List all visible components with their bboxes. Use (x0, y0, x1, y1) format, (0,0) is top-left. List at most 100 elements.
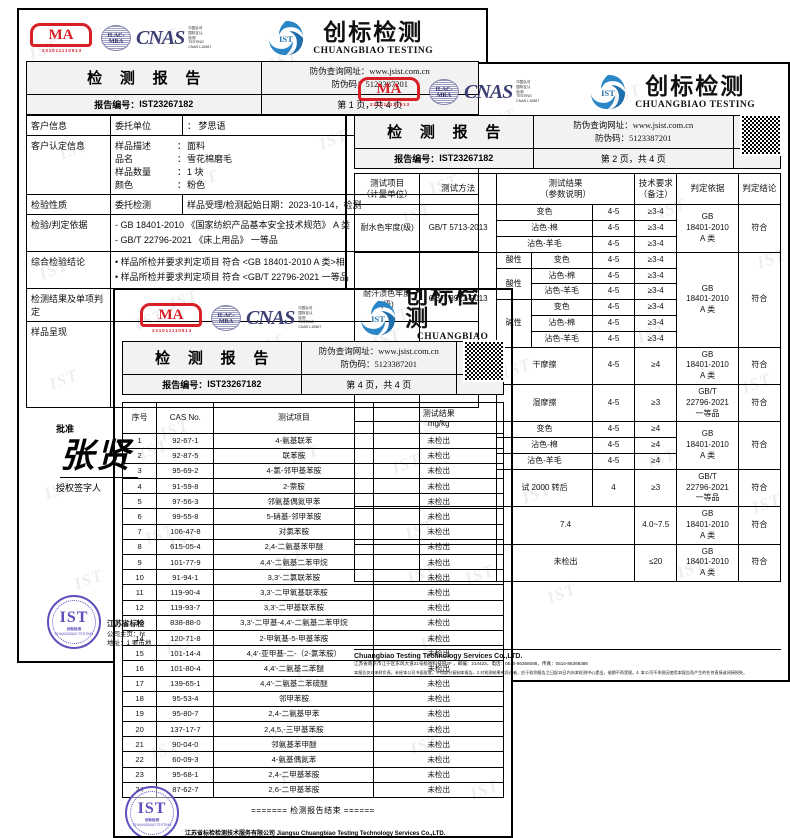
cell-requirement: ≤20 (634, 543, 678, 582)
qr-code-icon[interactable] (740, 114, 782, 156)
cell-result: 未检出 (373, 508, 504, 525)
kv-key: 品名 (115, 153, 134, 164)
cell-test-method: GB/T 3922-2013 (419, 251, 497, 348)
doc2-page-indicator: 第 2 页，共 4 页 (534, 148, 734, 168)
cell-param: 变色 (530, 299, 593, 317)
cell-item: 3,3'-二甲基联苯胺 (213, 599, 375, 616)
cell-result: 未检出 (373, 493, 504, 510)
table-row: 沾色-羊毛 4-5 ≥3-4 (355, 236, 781, 253)
cnas-logo-text: CNAS (246, 306, 295, 329)
accreditation-logo-bar: MA 231011110913 ILAC-MRA CNAS 中国认可 国际互认 … (26, 15, 479, 61)
cell-no: 22 (121, 751, 158, 768)
table-header-row: 序号 CAS No. 测试项目 测试结果 mg/kg (121, 401, 504, 434)
doc3-report-number-value: IST23267182 (207, 379, 262, 389)
kv-key: 样品数量 (115, 166, 152, 177)
brand-name-cn: 创标检测 (645, 73, 746, 99)
doc3-seal-block: IST 创标检测 CHUANGBIAO TESTING 江苏省标检检测技术服务有… (125, 786, 446, 837)
col-header-test-item: 测试项目 （计量单位） (353, 172, 421, 206)
cell-no: 9 (121, 553, 158, 571)
col-header-verdict: 判定结论 (737, 172, 782, 206)
cell-result: 未检出 (373, 751, 504, 768)
svg-text:IST: IST (371, 314, 385, 324)
cell-cas: 95-53-4 (156, 690, 215, 707)
cell-cas: 99-55-8 (156, 508, 215, 525)
cell-item: 5-硝基-邻甲苯胺 (213, 508, 375, 525)
cnas-logo-text: CNAS (464, 80, 513, 103)
cell-cas: 838-88-0 (156, 614, 215, 631)
doc3-meta-bar: 报告编号： IST23267182 第 4 页，共 4 页 (122, 373, 504, 395)
cell-result: 未检出 (373, 629, 504, 647)
cell-requirement: ≥3-4 (634, 267, 678, 285)
cell-cas: 91-94-1 (156, 569, 215, 586)
cma-logo-text: MA (158, 306, 184, 323)
cell-cas: 137-17-7 (156, 721, 215, 738)
cell-item: 4,4'-亚甲基-二-（2-氯苯胺） (213, 645, 375, 662)
doc3-report-number-label: 报告编号： (162, 379, 208, 390)
report-document-page-4[interactable]: IST IST IST IST IST IST IST IST IST IST … (113, 288, 513, 838)
ist-seal-text: IST (59, 608, 89, 626)
cell-basis: GB/T 22796-2021 一等品 (676, 383, 739, 423)
watermark: IST (71, 565, 106, 594)
cell-item: 4,4'-二氨基二苯硫醚 (213, 675, 375, 692)
cell-no: 8 (121, 538, 158, 556)
doc1-report-number-label: 报告编号： (94, 99, 140, 110)
report-document-page-2[interactable]: IST IST IST IST IST IST IST IST IST IST … (345, 62, 790, 682)
cell-no: 10 (121, 569, 158, 586)
kv-sep: ： (177, 153, 187, 164)
cma-logo-icon: MA 231011110913 (358, 77, 422, 107)
table-row: 试 2000 转后 4 ≥3 GB/T 22796-2021 一等品 符合 (355, 468, 782, 508)
signature: 张贤 (60, 437, 138, 478)
cell-no: 17 (121, 675, 158, 692)
table-row: 沾色-棉 4-5 ≥4 (355, 437, 781, 454)
cell-requirement: ≥3 (634, 383, 678, 423)
doc2-results-table: 测试项目 （计量单位） 测试方法 测试结果 （参数说明） 技术要求 （备注） 判… (353, 172, 782, 582)
cell-result: 4-5 (591, 299, 636, 317)
brand-name-cn: 创标检测 (405, 288, 481, 331)
cma-logo-text: MA (48, 26, 74, 43)
doc3-title: 检 测 报 告 (123, 342, 302, 374)
cell-result: 未检出 (373, 721, 504, 738)
cell-param: 沾色-羊毛 (496, 236, 593, 253)
cell-param: 沾色-棉 (530, 267, 593, 285)
cell-no: 2 (121, 447, 158, 464)
cell-no: 13 (121, 614, 158, 631)
cell-cas: 60-09-3 (156, 751, 215, 768)
svg-text:IST: IST (279, 34, 293, 44)
table-row: 18 95-53-4 邻甲苯胺 未检出 (121, 690, 504, 707)
ist-seal-sub-en: CHUANGBIAO TESTING (54, 631, 94, 636)
brand-block: 创标检测 CHUANGBIAO TESTING (635, 75, 755, 110)
table-row: 23 95-68-1 2,4-二甲基苯胺 未检出 (121, 766, 504, 783)
brand-name-cn: 创标检测 (323, 19, 424, 45)
table-row: 沾色-棉 4-5 ≥3-4 (355, 315, 781, 332)
doc3-footer-company: 江苏省标检检测技术服务有限公司 Jiangsu Chuangbiao Testi… (185, 831, 446, 837)
doc2-title-bar: 检 测 报 告 防伪查询网址：www.jsist.com.cn 防伪码：5123… (354, 115, 781, 148)
table-row: 15 101-14-4 4,4'-亚甲基-二-（2-氯苯胺） 未检出 (121, 645, 504, 662)
cell-requirement: ≥3-4 (634, 330, 678, 348)
doc2-meta-bar: 报告编号： IST23267182 第 2 页，共 4 页 (354, 147, 781, 169)
ilac-logo-text: ILAC-MRA (107, 33, 125, 45)
row-label: 客户认定信息 (26, 134, 111, 195)
cell-no: 6 (121, 508, 158, 525)
cell-requirement: ≥3-4 (634, 315, 678, 332)
ilac-mra-logo-icon: ILAC-MRA (211, 305, 241, 331)
cell-test-item: 耐水色牢度(级) (353, 204, 421, 253)
qr-code-icon[interactable] (463, 340, 505, 382)
cell-cas: 92-67-1 (156, 432, 215, 449)
kv-key: 颜色 (115, 179, 134, 190)
cell-result: 未检出 (373, 660, 504, 677)
ist-swirl-icon: IST (589, 73, 627, 111)
cell-basis: GB/T 22796-2021 一等品 (676, 468, 739, 508)
accreditation-logo-bar: MA 231011110913 ILAC-MRA CNAS 中国认可 国际互认 … (354, 69, 781, 115)
cell-requirement: ≥3-4 (634, 251, 678, 269)
cell-item: 4-氨基偶氮苯 (213, 751, 375, 768)
ist-seal-icon: IST 创标检测 CHUANGBIAO TESTING (125, 786, 179, 836)
kv-value: 面料 (187, 140, 206, 151)
table-row: 14 120-71-8 2-甲氧基-5-甲基苯胺 未检出 (121, 629, 504, 647)
cell-no: 12 (121, 599, 158, 616)
cell-item: 2-萘胺 (213, 478, 375, 495)
cell-result: 4-5 (591, 267, 636, 285)
cell-verdict: 符合 (737, 383, 782, 423)
cell-item: 邻甲苯胺 (213, 690, 375, 707)
table-row: 12 119-93-7 3,3'-二甲基联苯胺 未检出 (121, 599, 504, 616)
